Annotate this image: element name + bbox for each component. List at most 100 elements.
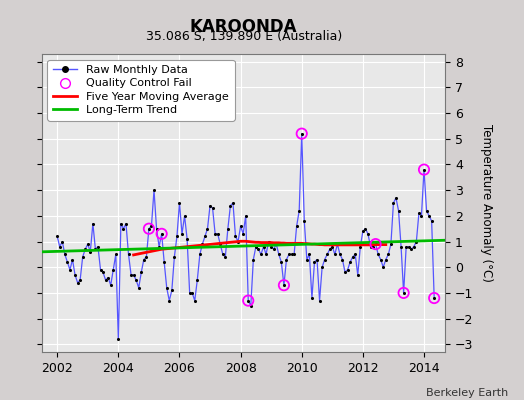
Point (180, 213, 189, 219)
Point (109, 266, 117, 273)
Point (290, 251, 298, 258)
Point (81, 246, 90, 252)
Point (188, 290, 196, 296)
Point (364, 231, 372, 237)
Point (173, 233, 181, 240)
Point (336, 251, 344, 258)
Point (295, 208, 303, 214)
Point (348, 254, 357, 260)
Point (430, 295, 439, 301)
Point (211, 231, 220, 237)
Point (430, 295, 439, 301)
Point (410, 244, 418, 250)
Point (206, 202, 214, 209)
Point (94, 244, 102, 250)
Point (420, 166, 428, 173)
Point (298, 130, 306, 137)
Point (170, 254, 179, 260)
Point (313, 256, 321, 263)
Point (305, 251, 313, 258)
Point (150, 187, 158, 193)
Point (341, 269, 349, 276)
Point (102, 277, 110, 283)
Point (104, 274, 112, 281)
Point (351, 251, 359, 258)
Point (272, 241, 280, 247)
Point (244, 298, 253, 304)
Point (160, 259, 168, 265)
Point (244, 298, 253, 304)
Point (185, 290, 194, 296)
Point (193, 277, 202, 283)
Point (106, 282, 115, 288)
Point (392, 195, 400, 201)
Point (203, 226, 212, 232)
Point (298, 130, 306, 137)
Text: Berkeley Earth: Berkeley Earth (426, 388, 508, 398)
Point (122, 220, 130, 227)
Point (361, 226, 369, 232)
Point (165, 298, 173, 304)
Point (252, 244, 260, 250)
Point (124, 251, 133, 258)
Point (66, 266, 74, 273)
Point (183, 236, 191, 242)
Point (275, 251, 283, 258)
Point (282, 256, 291, 263)
Point (405, 244, 413, 250)
Point (412, 238, 421, 245)
Point (76, 277, 84, 283)
Point (269, 246, 278, 252)
Point (323, 251, 331, 258)
Point (234, 238, 242, 245)
Point (147, 223, 156, 229)
Point (280, 282, 288, 288)
Point (83, 241, 92, 247)
Point (310, 259, 319, 265)
Point (399, 290, 408, 296)
Point (331, 251, 339, 258)
Point (354, 272, 362, 278)
Point (162, 284, 171, 291)
Point (91, 246, 100, 252)
Point (377, 256, 385, 263)
Point (318, 264, 326, 270)
Point (139, 256, 148, 263)
Point (99, 269, 107, 276)
Point (209, 205, 217, 211)
Point (242, 213, 250, 219)
Point (53, 233, 61, 240)
Point (395, 208, 403, 214)
Point (267, 244, 275, 250)
Point (224, 226, 232, 232)
Point (397, 244, 405, 250)
Point (71, 272, 79, 278)
Point (178, 231, 186, 237)
Text: 35.086 S, 139.890 E (Australia): 35.086 S, 139.890 E (Australia) (146, 30, 342, 43)
Point (369, 244, 377, 250)
Point (114, 336, 123, 342)
Point (285, 251, 293, 258)
Point (339, 256, 347, 263)
Point (389, 200, 398, 206)
Point (417, 213, 425, 219)
Y-axis label: Temperature Anomaly (°C): Temperature Anomaly (°C) (480, 124, 493, 282)
Point (68, 256, 77, 263)
Point (265, 238, 273, 245)
Point (414, 210, 423, 216)
Point (358, 228, 367, 234)
Point (96, 266, 105, 273)
Point (315, 298, 324, 304)
Point (191, 298, 199, 304)
Point (195, 251, 204, 258)
Point (112, 251, 120, 258)
Point (229, 200, 237, 206)
Point (129, 272, 138, 278)
Point (420, 166, 428, 173)
Point (308, 295, 316, 301)
Point (155, 244, 163, 250)
Point (292, 223, 301, 229)
Point (239, 231, 247, 237)
Point (175, 200, 183, 206)
Point (135, 284, 143, 291)
